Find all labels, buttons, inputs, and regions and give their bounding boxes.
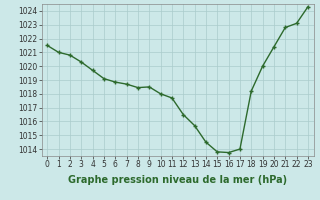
X-axis label: Graphe pression niveau de la mer (hPa): Graphe pression niveau de la mer (hPa) (68, 175, 287, 185)
